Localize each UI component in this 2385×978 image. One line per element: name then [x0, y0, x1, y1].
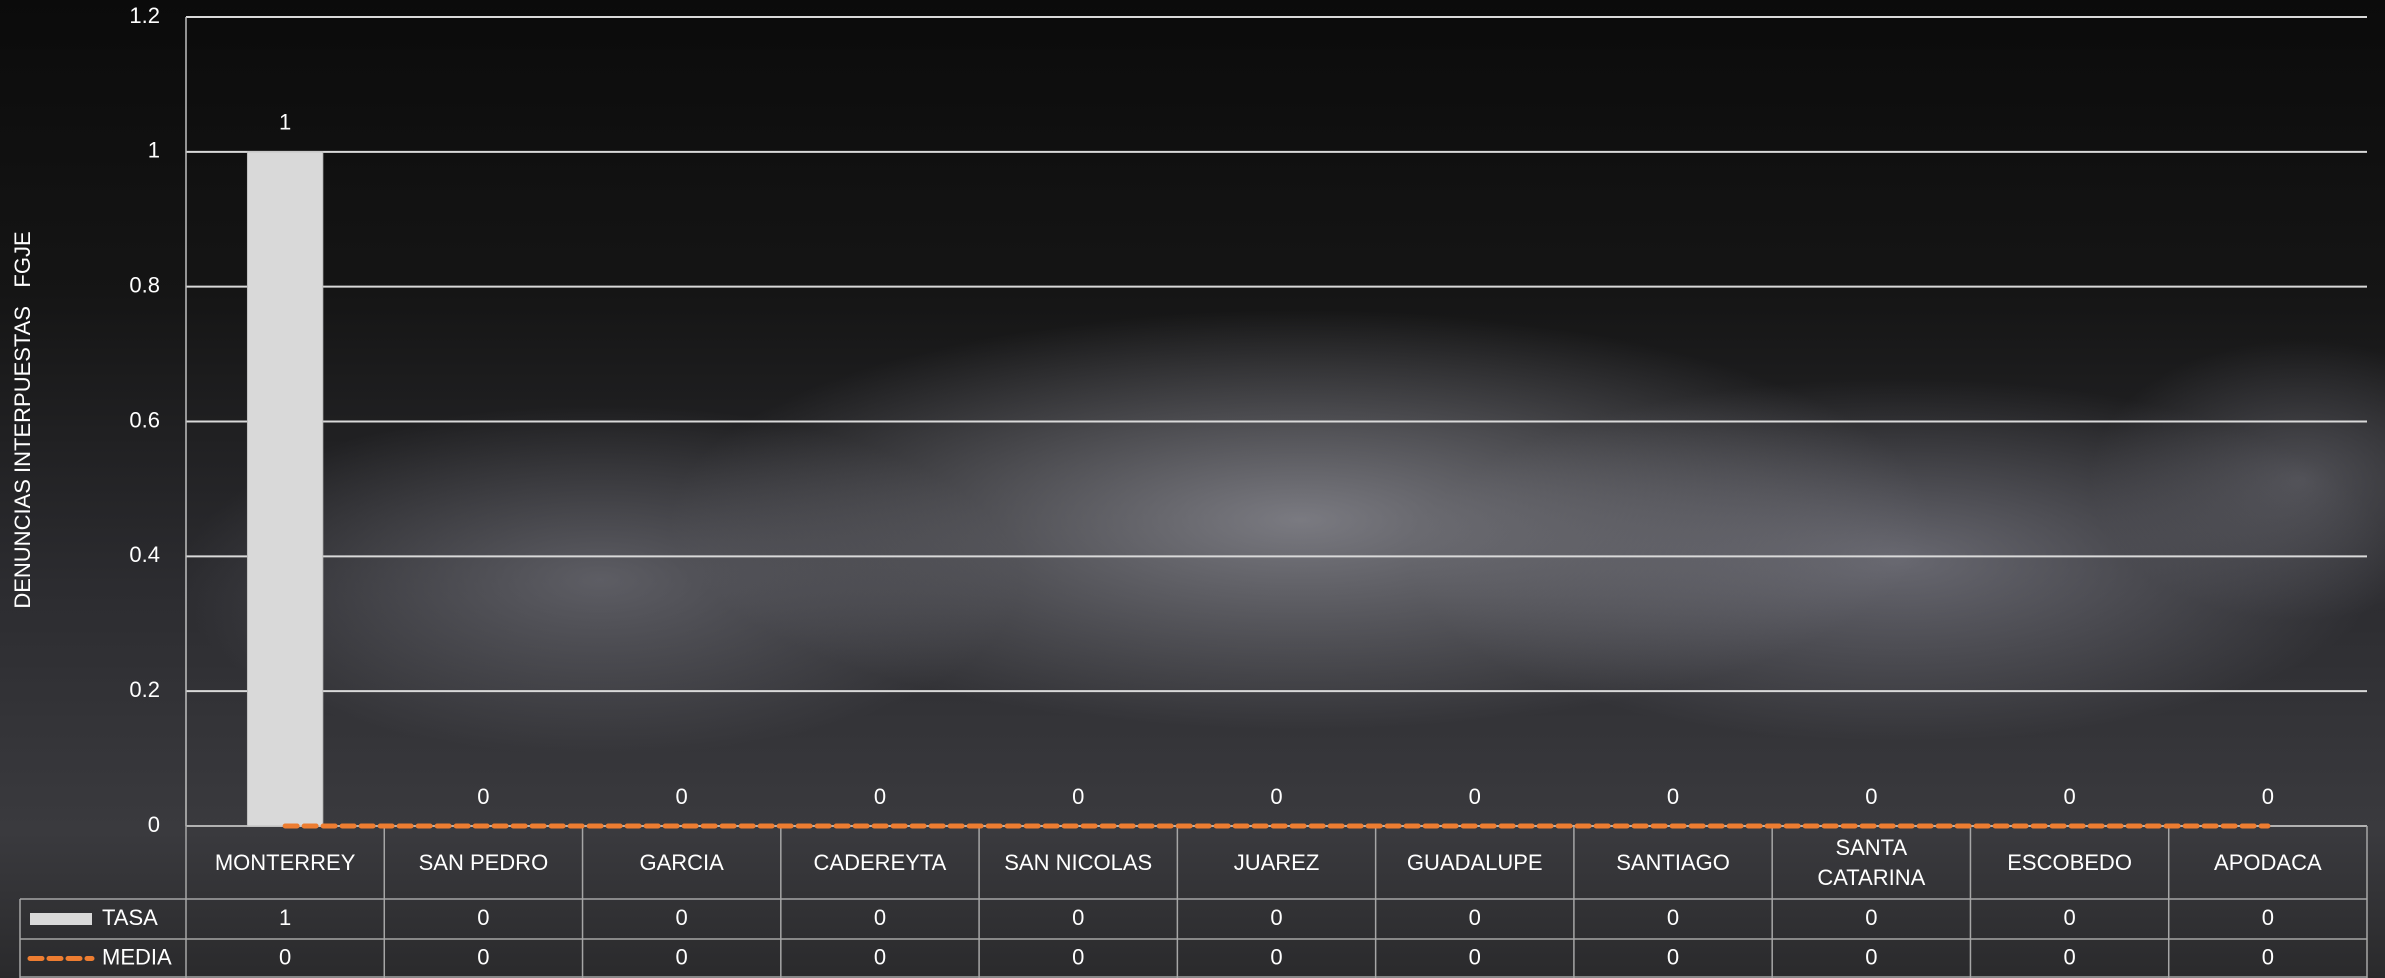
- x-tick-label: APODACA: [2214, 849, 2322, 875]
- table-cell: 0: [1469, 905, 1481, 930]
- table-cell: 0: [477, 905, 489, 930]
- table-cell: 1: [279, 905, 291, 930]
- table-cell: 0: [676, 905, 688, 930]
- table-cell: 0: [2262, 905, 2274, 930]
- y-tick-label: 1: [148, 138, 160, 163]
- bar: [246, 151, 324, 827]
- x-tick-label: GUADALUPE: [1406, 849, 1543, 875]
- data-label: 0: [477, 784, 489, 809]
- table-cell: 0: [2063, 905, 2075, 930]
- table-cell: 0: [477, 944, 489, 969]
- table-cell: 0: [1667, 944, 1679, 969]
- data-label: 0: [1667, 784, 1679, 809]
- data-label: 0: [1270, 784, 1282, 809]
- x-tick-label: SAN PEDRO: [418, 849, 549, 875]
- y-axis-title: DENUNCIAS INTERPUESTAS FGJE: [10, 231, 35, 608]
- x-tick-label: SANTA CATARINA: [1817, 834, 1926, 890]
- legend-key: [30, 913, 92, 925]
- data-label: 1: [279, 110, 291, 135]
- y-tick-label: 0.4: [129, 542, 160, 567]
- data-label: 0: [2063, 784, 2075, 809]
- table-cell: 0: [1270, 944, 1282, 969]
- legend-label: MEDIA: [102, 944, 172, 969]
- table-cell: 0: [676, 944, 688, 969]
- table-cell: 0: [1072, 944, 1084, 969]
- data-label: 0: [1865, 784, 1877, 809]
- legend-label: TASA: [102, 905, 158, 930]
- table-cell: 0: [1865, 905, 1877, 930]
- data-label: 0: [2262, 784, 2274, 809]
- y-tick-label: 0.8: [129, 272, 160, 297]
- x-tick-label: JUAREZ: [1233, 849, 1320, 875]
- table-cell: 0: [2063, 944, 2075, 969]
- x-tick-label: MONTERREY: [214, 849, 356, 875]
- x-tick-label: CADEREYTA: [813, 849, 947, 875]
- table-cell: 0: [279, 944, 291, 969]
- y-tick-label: 0: [148, 812, 160, 837]
- x-tick-label: GARCIA: [639, 849, 724, 875]
- x-tick-label: SAN NICOLAS: [1004, 849, 1153, 875]
- table-cell: 0: [1270, 905, 1282, 930]
- data-label: 0: [676, 784, 688, 809]
- data-label: 0: [1469, 784, 1481, 809]
- table-cell: 0: [1865, 944, 1877, 969]
- table-cell: 0: [874, 944, 886, 969]
- table-cell: 0: [2262, 944, 2274, 969]
- y-tick-label: 0.2: [129, 677, 160, 702]
- data-label: 0: [1072, 784, 1084, 809]
- y-tick-label: 1.2: [129, 3, 160, 28]
- x-tick-label: ESCOBEDO: [2007, 849, 2132, 875]
- table-cell: 0: [1469, 944, 1481, 969]
- table-cell: 0: [1667, 905, 1679, 930]
- x-tick-label: SANTIAGO: [1616, 849, 1730, 875]
- table-cell: 0: [1072, 905, 1084, 930]
- y-tick-label: 0.6: [129, 407, 160, 432]
- table-cell: 0: [874, 905, 886, 930]
- data-label: 0: [874, 784, 886, 809]
